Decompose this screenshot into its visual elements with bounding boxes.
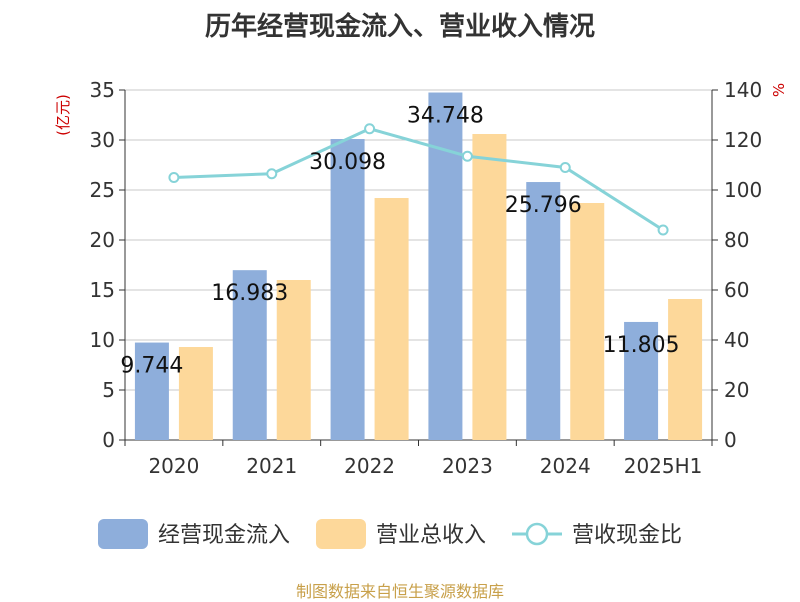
y-left-tick-label: 10 <box>90 328 115 352</box>
cash-inflow-bar[interactable] <box>624 321 659 440</box>
legend-label: 经营现金流入 <box>158 523 290 548</box>
y-left-tick-label: 5 <box>102 378 115 402</box>
revenue-bar[interactable] <box>472 134 507 440</box>
x-tick-label: 2020 <box>148 454 199 478</box>
cash-inflow-data-label: 9.744 <box>120 354 183 379</box>
legend-swatch-cash-inflow <box>98 519 148 549</box>
y-right-tick-label: 20 <box>724 378 749 402</box>
x-tick-label: 2025H1 <box>624 454 703 478</box>
y-right-tick-label: 100 <box>724 178 762 202</box>
revenue-bar[interactable] <box>668 299 703 440</box>
cash-inflow-data-label: 30.098 <box>309 150 386 175</box>
ratio-point[interactable] <box>266 168 278 180</box>
cash-inflow-data-label: 34.748 <box>407 104 484 129</box>
ratio-line <box>173 127 664 232</box>
y-left-tick-label: 15 <box>90 278 115 302</box>
legend-label: 营业总收入 <box>376 523 486 548</box>
y-right-tick-label: 80 <box>724 228 749 252</box>
y-right-tick-label: 120 <box>724 128 762 152</box>
source-note: 制图数据来自恒生聚源数据库 <box>295 582 504 601</box>
y-left-tick-label: 0 <box>102 428 115 452</box>
legend-swatch-revenue <box>316 519 366 549</box>
y-left-tick-label: 25 <box>90 178 115 202</box>
ratio-point[interactable] <box>657 224 669 236</box>
revenue-bar[interactable] <box>276 280 311 440</box>
y-left-tick-label: 35 <box>90 78 115 102</box>
x-tick-label: 2024 <box>540 454 591 478</box>
y-right-tick-label: 0 <box>724 428 737 452</box>
cash-inflow-bar[interactable] <box>232 270 267 440</box>
revenue-bar[interactable] <box>374 198 409 440</box>
legend-swatch-ratio-marker <box>525 522 549 546</box>
ratio-point[interactable] <box>559 162 571 173</box>
cash-inflow-bar[interactable] <box>330 139 365 440</box>
y-left-axis-label: (亿元) <box>54 94 72 136</box>
y-left-tick-label: 30 <box>90 128 115 152</box>
cash-inflow-bar[interactable] <box>134 342 169 440</box>
ratio-point[interactable] <box>364 123 376 135</box>
cash-inflow-bar[interactable] <box>526 182 561 441</box>
x-tick-label: 2023 <box>442 454 493 478</box>
y-right-tick-label: 140 <box>724 78 762 102</box>
chart-title: 历年经营现金流入、营业收入情况 <box>204 12 595 42</box>
y-left-tick-label: 20 <box>90 228 115 252</box>
y-right-tick-label: 60 <box>724 278 749 302</box>
revenue-bar[interactable] <box>178 347 213 440</box>
cash-inflow-data-label: 25.796 <box>505 193 582 218</box>
ratio-point[interactable] <box>461 150 473 162</box>
y-right-tick-label: 40 <box>724 328 749 352</box>
y-right-axis-label: % <box>770 83 788 97</box>
x-tick-label: 2022 <box>344 454 395 478</box>
cash-inflow-bar[interactable] <box>428 92 463 441</box>
x-tick-label: 2021 <box>246 454 297 478</box>
ratio-point[interactable] <box>168 172 180 183</box>
cash-inflow-data-label: 16.983 <box>211 281 288 306</box>
legend-label: 营收现金比 <box>572 523 682 548</box>
revenue-bar[interactable] <box>570 203 605 440</box>
cash-inflow-data-label: 11.805 <box>603 333 680 358</box>
